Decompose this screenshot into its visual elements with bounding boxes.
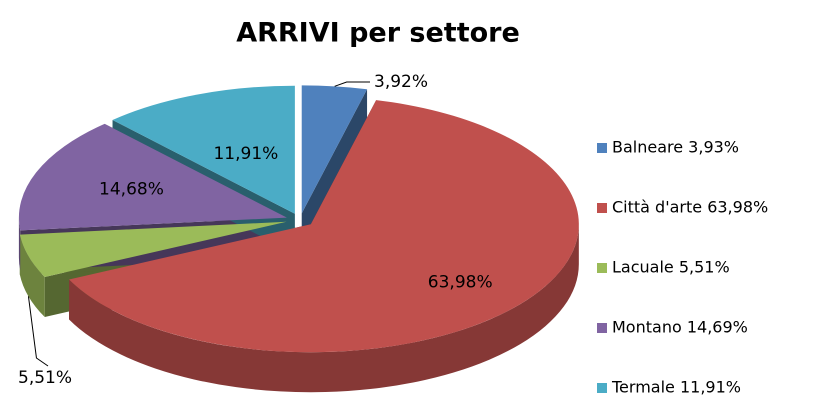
leader-line — [27, 296, 49, 367]
slice-edge — [69, 224, 579, 393]
legend-swatch — [597, 323, 607, 333]
legend-label: Termale 11,91% — [611, 378, 741, 397]
slice — [19, 221, 287, 278]
data-label: 3,92% — [374, 72, 428, 92]
slice — [112, 85, 295, 214]
data-label: 14,68% — [99, 180, 164, 200]
data-label: 5,51% — [18, 368, 72, 388]
legend-swatch — [597, 143, 607, 153]
labels: 3,92% 63,98% 5,51% 14,68% 11,91% — [18, 72, 493, 388]
data-label: 11,91% — [213, 144, 278, 164]
legend-label: Lacuale 5,51% — [612, 258, 730, 277]
legend-swatch — [597, 263, 607, 273]
leader-line — [334, 81, 370, 87]
tops — [18, 85, 579, 353]
legend-label: Città d'arte 63,98% — [612, 198, 768, 217]
slice — [18, 123, 287, 231]
slice — [69, 100, 579, 353]
outer — [18, 217, 579, 393]
legend-label: Montano 14,69% — [612, 318, 748, 337]
legend-swatch — [597, 383, 607, 393]
slice-edge — [19, 234, 45, 318]
data-label: 63,98% — [428, 273, 493, 293]
chart-title: ARRIVI per settore — [236, 18, 520, 49]
slice-edge — [18, 217, 21, 271]
legend-label: Balneare 3,93% — [612, 138, 739, 157]
legend-swatch — [597, 203, 607, 213]
slice — [301, 85, 368, 214]
